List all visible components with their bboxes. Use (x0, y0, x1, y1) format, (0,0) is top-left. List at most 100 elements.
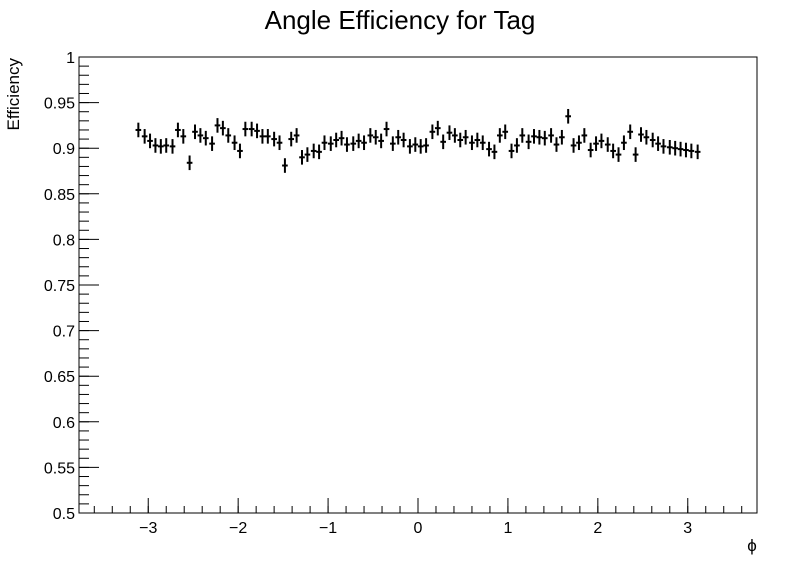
data-point (638, 127, 644, 142)
x-axis-label: ϕ (747, 536, 757, 555)
y-tick-label: 0.55 (44, 460, 75, 477)
data-point (202, 130, 209, 146)
data-point (576, 135, 582, 151)
data-point (276, 135, 283, 151)
data-point (220, 120, 226, 136)
data-point (627, 124, 634, 140)
data-point (474, 132, 481, 148)
chart-title: Angle Efficiency for Tag (265, 5, 536, 35)
data-point (293, 128, 300, 143)
data-point (407, 139, 413, 154)
data-point (225, 128, 232, 143)
data-point (310, 143, 317, 159)
y-tick-label: 1 (66, 50, 75, 67)
data-point (383, 121, 390, 137)
data-point (649, 132, 656, 148)
data-point (643, 129, 650, 145)
data-point (672, 140, 678, 156)
data-point (237, 143, 243, 159)
y-axis-label: Efficiency (4, 58, 23, 131)
data-point (452, 128, 458, 143)
data-point (440, 134, 447, 150)
data-point (197, 128, 204, 143)
data-point (666, 139, 673, 155)
data-point (231, 135, 238, 151)
data-point (559, 129, 565, 145)
data-point (581, 128, 588, 143)
data-point (610, 143, 616, 159)
data-point (259, 129, 266, 144)
data-point (175, 122, 181, 138)
data-point (519, 128, 526, 143)
data-point (434, 120, 441, 136)
data-point (587, 142, 594, 158)
data-point (541, 130, 548, 146)
data-point (254, 123, 260, 139)
data-point (288, 131, 295, 147)
data-point (469, 135, 475, 151)
data-point (621, 135, 627, 151)
data-point (186, 155, 193, 171)
data-point (446, 125, 453, 140)
data-point (536, 129, 543, 145)
data-point (615, 147, 622, 162)
data-point (423, 138, 429, 153)
data-point (152, 138, 159, 153)
data-point (660, 139, 667, 154)
data-point (548, 128, 554, 143)
data-point (395, 129, 402, 145)
data-point (508, 143, 515, 159)
data-point (316, 144, 322, 160)
data-point (242, 121, 249, 137)
data-point (169, 139, 176, 154)
data-point (282, 158, 288, 173)
y-tick-label: 0.75 (44, 278, 75, 295)
data-point (593, 136, 599, 151)
data-point (338, 130, 345, 146)
data-point (429, 124, 436, 140)
data-point (192, 124, 198, 140)
data-point (462, 129, 469, 145)
data-point (355, 133, 362, 149)
data-point (632, 147, 639, 162)
data-point (553, 137, 560, 152)
data-point (158, 139, 164, 154)
x-tick-label: 2 (593, 520, 602, 537)
data-point (565, 108, 571, 124)
data-point (271, 131, 277, 147)
data-point (327, 136, 334, 151)
data-point (514, 138, 520, 153)
data-point (344, 137, 350, 152)
data-point (214, 118, 221, 133)
y-tick-label: 0.9 (53, 141, 75, 158)
plot-frame (78, 56, 758, 514)
data-point (163, 138, 170, 153)
data-point (321, 135, 328, 151)
data-point (502, 124, 509, 140)
y-tick-label: 0.6 (53, 415, 75, 432)
data-point (491, 144, 498, 160)
data-point (525, 134, 532, 150)
data-point (304, 147, 311, 162)
data-point (367, 128, 374, 143)
data-point (412, 137, 419, 152)
data-point (570, 138, 577, 153)
data-point (598, 133, 605, 149)
data-point (479, 135, 486, 151)
data-point (265, 129, 271, 144)
data-point (486, 141, 492, 157)
x-tick-label: −3 (139, 520, 157, 537)
x-tick-label: −1 (319, 520, 337, 537)
data-point (378, 133, 384, 149)
data-point (209, 136, 215, 151)
data-point (677, 141, 684, 157)
data-point (372, 129, 379, 145)
data-point (350, 136, 357, 151)
data-point (417, 139, 424, 154)
data-point (248, 121, 255, 137)
x-tick-label: 3 (683, 520, 692, 537)
data-point (389, 136, 396, 151)
data-point (683, 142, 689, 158)
